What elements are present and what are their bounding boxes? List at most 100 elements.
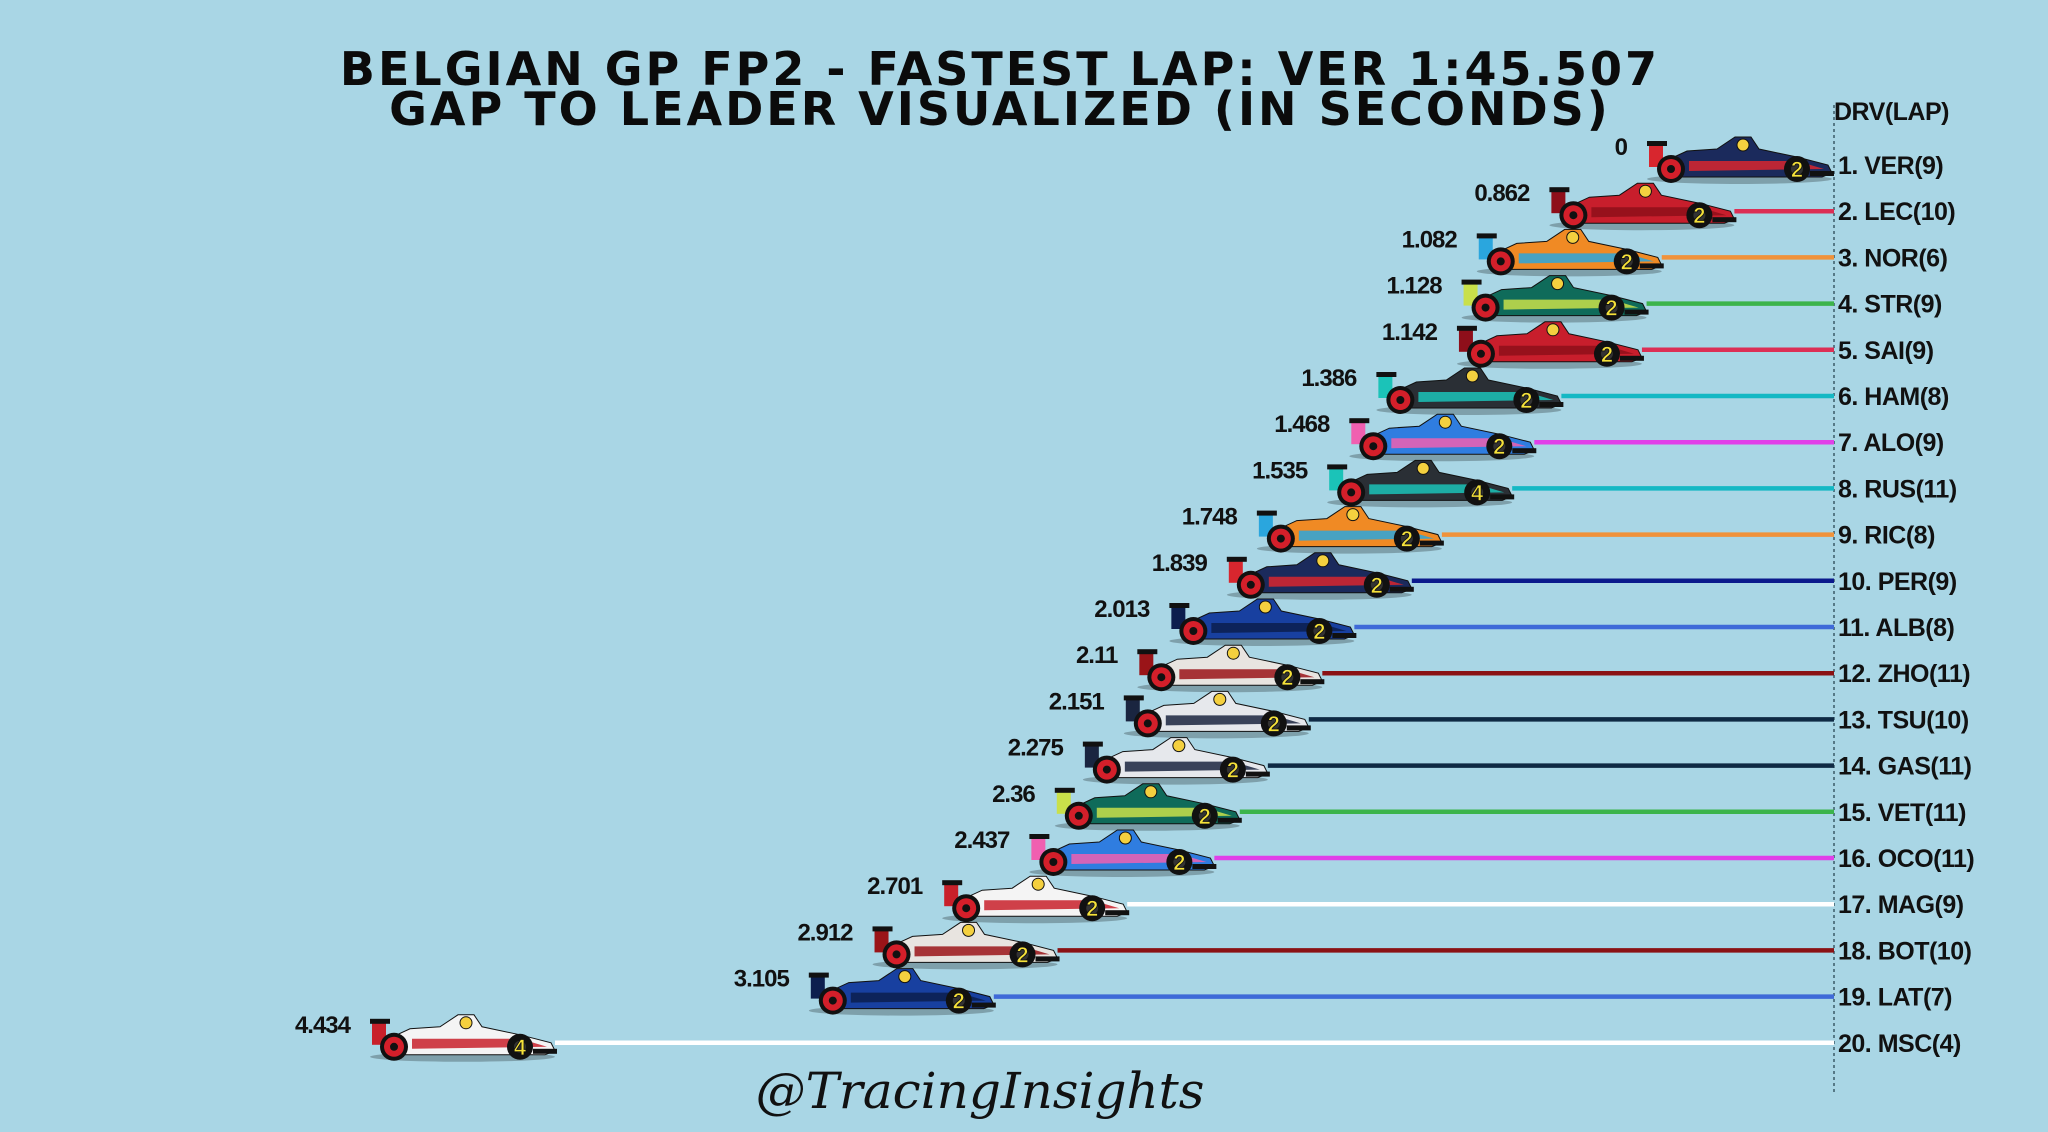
tyre-age-label: 2 — [1016, 942, 1028, 967]
tyre-age-label: 2 — [1621, 249, 1633, 274]
gap-value-label: 1.142 — [1382, 319, 1438, 346]
driver-label: 20. MSC(4) — [1838, 1030, 1961, 1058]
f1-car-icon: 2 — [1137, 644, 1325, 693]
driver-label: 4. STR(9) — [1838, 291, 1942, 319]
gap-value-label: 2.701 — [867, 873, 923, 900]
driver-label: 3. NOR(6) — [1838, 244, 1948, 272]
driver-label: 13. TSU(10) — [1838, 706, 1969, 734]
bar-row: 2 0 1. VER(9) — [1615, 134, 1944, 184]
gap-value-label: 1.386 — [1301, 365, 1357, 392]
bars-layer: 2 0 1. VER(9) 2 0.862 2. LEC(10) 2 1.082 3. NOR(… — [295, 134, 1975, 1062]
bar-row: 2 0.862 2. LEC(10) — [1474, 180, 1956, 231]
bar-row: 2 1.082 3. NOR(6) — [1402, 226, 1948, 277]
gap-value-label: 2.013 — [1094, 596, 1150, 623]
gap-value-label: 2.11 — [1076, 642, 1118, 669]
driver-label: 7. ALO(9) — [1838, 429, 1944, 457]
chart-subtitle: GAP TO LEADER VISUALIZED (IN SECONDS) — [389, 82, 1611, 136]
driver-label: 8. RUS(11) — [1838, 475, 1957, 503]
tyre-age-label: 2 — [953, 989, 965, 1014]
f1-car-icon: 2 — [1349, 413, 1537, 462]
bar-row: 2 1.142 5. SAI(9) — [1382, 319, 1934, 369]
driver-label: 10. PER(9) — [1838, 568, 1957, 596]
driver-label: 17. MAG(9) — [1838, 891, 1964, 919]
tyre-age-label: 2 — [1199, 804, 1211, 829]
f1-car-icon: 2 — [1256, 506, 1444, 554]
tyre-age-label: 2 — [1173, 850, 1185, 875]
bar-row: 2 2.013 11. ALB(8) — [1094, 596, 1955, 646]
gap-value-label: 3.105 — [734, 966, 790, 993]
driver-label: 9. RIC(8) — [1838, 522, 1935, 550]
bar-row: 2 2.275 14. GAS(11) — [1008, 735, 1972, 785]
tyre-age-label: 2 — [1268, 711, 1280, 736]
driver-label: 2. LEC(10) — [1838, 198, 1955, 226]
bar-row: 2 1.748 9. RIC(8) — [1182, 504, 1936, 554]
bar-row: 2 2.437 16. OCO(11) — [954, 827, 1975, 877]
gap-value-label: 0 — [1615, 134, 1628, 161]
chart-title: BELGIAN GP FP2 - FASTEST LAP: VER 1:45.5… — [340, 42, 1660, 96]
f1-car-icon: 4 — [1327, 459, 1515, 508]
f1-car-icon: 2 — [1647, 136, 1834, 184]
driver-label: 15. VET(11) — [1838, 799, 1966, 827]
tyre-age-label: 2 — [1605, 296, 1617, 321]
f1-car-icon: 2 — [1461, 275, 1649, 323]
tyre-age-label: 2 — [1791, 157, 1803, 182]
bar-row: 2 1.386 6. HAM(8) — [1301, 365, 1949, 415]
gap-value-label: 2.36 — [992, 781, 1035, 808]
gap-value-label: 4.434 — [295, 1012, 352, 1039]
driver-label: 6. HAM(8) — [1838, 383, 1949, 411]
gap-value-label: 2.912 — [797, 919, 853, 946]
bar-row: 2 2.36 15. VET(11) — [992, 781, 1967, 831]
bar-row: 2 2.11 12. ZHO(11) — [1076, 642, 1971, 693]
watermark: @TracingInsights — [756, 1062, 1205, 1120]
f1-car-icon: 2 — [1376, 367, 1564, 415]
driver-label: 12. ZHO(11) — [1838, 660, 1970, 688]
gap-value-label: 1.535 — [1252, 457, 1308, 484]
tyre-age-label: 4 — [1471, 480, 1484, 505]
tyre-age-label: 2 — [1601, 342, 1613, 367]
driver-label: 1. VER(9) — [1838, 152, 1943, 180]
tyre-age-label: 2 — [1693, 203, 1705, 228]
f1-car-icon: 2 — [1123, 690, 1311, 739]
f1-car-icon: 2 — [872, 921, 1060, 970]
driver-label: 11. ALB(8) — [1838, 614, 1955, 642]
driver-label: 16. OCO(11) — [1838, 845, 1974, 873]
bar-row: 2 1.128 4. STR(9) — [1386, 273, 1943, 323]
f1-car-icon: 2 — [1029, 829, 1217, 877]
f1-car-icon: 2 — [1169, 598, 1357, 646]
f1-car-icon: 2 — [1054, 783, 1242, 831]
f1-car-icon: 4 — [370, 1014, 557, 1062]
column-header: DRV(LAP) — [1834, 98, 1949, 126]
gap-value-label: 1.128 — [1386, 273, 1442, 300]
tyre-age-label: 2 — [1227, 758, 1239, 783]
gap-value-label: 0.862 — [1474, 180, 1530, 207]
gap-value-label: 2.151 — [1049, 688, 1105, 715]
bar-row: 2 1.839 10. PER(9) — [1152, 550, 1957, 600]
f1-car-icon: 2 — [1226, 552, 1414, 600]
gap-value-label: 1.468 — [1274, 411, 1330, 438]
bar-row: 4 1.535 8. RUS(11) — [1252, 457, 1957, 508]
tyre-age-label: 2 — [1520, 388, 1532, 413]
f1-car-icon: 2 — [1476, 228, 1664, 277]
driver-label: 19. LAT(7) — [1838, 984, 1952, 1012]
tyre-age-label: 2 — [1493, 434, 1505, 459]
bar-row: 2 2.701 17. MAG(9) — [867, 873, 1964, 924]
bar-row: 2 3.105 19. LAT(7) — [734, 966, 1953, 1016]
f1-car-icon: 2 — [1549, 182, 1737, 231]
f1-car-icon: 2 — [1082, 737, 1270, 785]
bar-row: 2 2.912 18. BOT(10) — [797, 919, 1972, 970]
driver-label: 14. GAS(11) — [1838, 753, 1972, 781]
bar-row: 4 4.434 20. MSC(4) — [295, 1012, 1961, 1062]
bar-row: 2 1.468 7. ALO(9) — [1274, 411, 1944, 462]
tyre-age-label: 2 — [1281, 665, 1293, 690]
tyre-age-label: 2 — [1313, 619, 1325, 644]
f1-car-icon: 2 — [808, 968, 996, 1016]
gap-value-label: 1.082 — [1402, 226, 1458, 253]
gap-value-label: 2.437 — [954, 827, 1010, 854]
f1-car-icon: 2 — [1456, 321, 1644, 369]
tyre-age-label: 2 — [1371, 573, 1383, 598]
f1-car-icon: 2 — [942, 875, 1130, 924]
gap-value-label: 1.748 — [1182, 504, 1238, 531]
tyre-age-label: 2 — [1401, 527, 1413, 552]
driver-label: 5. SAI(9) — [1838, 337, 1934, 365]
